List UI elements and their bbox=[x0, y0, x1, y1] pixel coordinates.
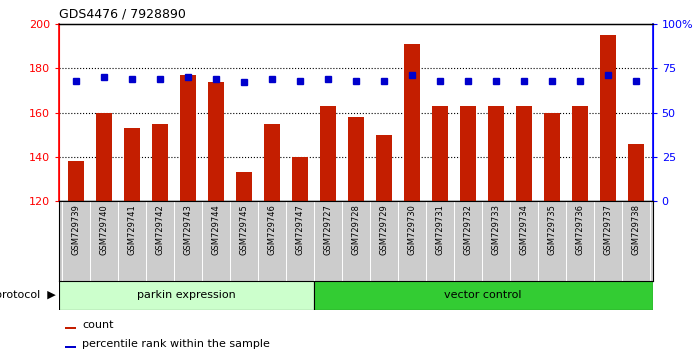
Bar bbox=[66, 326, 76, 329]
Text: GSM729728: GSM729728 bbox=[352, 204, 360, 255]
Text: GSM729741: GSM729741 bbox=[128, 204, 137, 255]
Bar bbox=[292, 157, 308, 201]
Text: GSM729732: GSM729732 bbox=[463, 204, 473, 255]
Text: GSM729737: GSM729737 bbox=[603, 204, 612, 255]
Bar bbox=[460, 106, 475, 201]
Text: protocol  ▶: protocol ▶ bbox=[0, 290, 56, 300]
Text: vector control: vector control bbox=[445, 290, 522, 300]
Text: GSM729727: GSM729727 bbox=[323, 204, 332, 255]
Bar bbox=[376, 135, 392, 201]
Text: GSM729744: GSM729744 bbox=[211, 204, 221, 255]
Bar bbox=[68, 161, 84, 201]
Text: GSM729743: GSM729743 bbox=[184, 204, 193, 255]
Text: GSM729730: GSM729730 bbox=[408, 204, 417, 255]
Text: GSM729747: GSM729747 bbox=[295, 204, 304, 255]
Bar bbox=[628, 143, 644, 201]
Bar bbox=[66, 346, 76, 348]
Bar bbox=[320, 106, 336, 201]
Text: GSM729740: GSM729740 bbox=[100, 204, 109, 255]
Text: GSM729742: GSM729742 bbox=[156, 204, 165, 255]
Text: GSM729739: GSM729739 bbox=[72, 204, 81, 255]
Bar bbox=[209, 81, 224, 201]
Bar bbox=[517, 106, 532, 201]
Bar bbox=[96, 113, 112, 201]
Bar bbox=[488, 106, 503, 201]
Text: GDS4476 / 7928890: GDS4476 / 7928890 bbox=[59, 7, 186, 21]
Text: GSM729746: GSM729746 bbox=[267, 204, 276, 255]
Text: parkin expression: parkin expression bbox=[137, 290, 236, 300]
Text: GSM729738: GSM729738 bbox=[631, 204, 640, 255]
Bar bbox=[265, 124, 280, 201]
FancyBboxPatch shape bbox=[313, 281, 653, 310]
Bar bbox=[124, 128, 140, 201]
Text: GSM729731: GSM729731 bbox=[436, 204, 445, 255]
Bar bbox=[237, 172, 252, 201]
FancyBboxPatch shape bbox=[59, 281, 313, 310]
Text: GSM729733: GSM729733 bbox=[491, 204, 500, 255]
Text: GSM729745: GSM729745 bbox=[239, 204, 248, 255]
Text: GSM729736: GSM729736 bbox=[575, 204, 584, 255]
Text: percentile rank within the sample: percentile rank within the sample bbox=[82, 339, 269, 349]
Bar bbox=[180, 75, 195, 201]
Bar bbox=[432, 106, 447, 201]
Bar bbox=[572, 106, 588, 201]
Text: GSM729734: GSM729734 bbox=[519, 204, 528, 255]
Bar bbox=[544, 113, 560, 201]
Bar bbox=[348, 117, 364, 201]
Text: GSM729729: GSM729729 bbox=[380, 204, 389, 255]
Bar bbox=[152, 124, 168, 201]
Bar bbox=[600, 35, 616, 201]
Bar bbox=[404, 44, 419, 201]
Text: count: count bbox=[82, 320, 113, 330]
Text: GSM729735: GSM729735 bbox=[547, 204, 556, 255]
